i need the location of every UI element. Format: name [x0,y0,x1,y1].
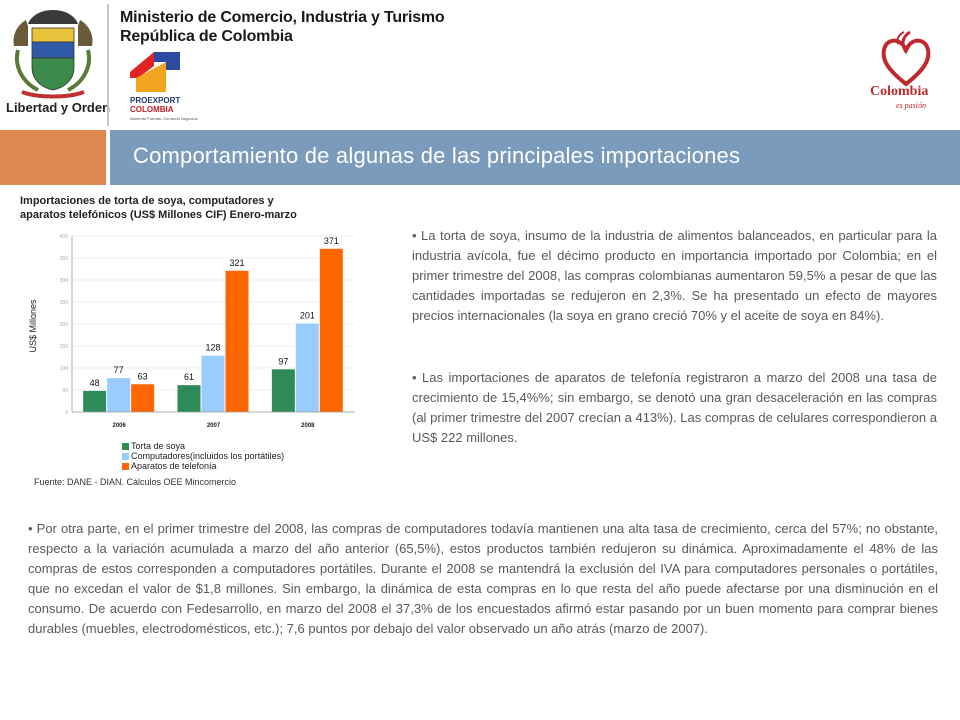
legend-item-telefonia: Aparatos de telefonía [122,461,217,471]
coat-of-arms-motto: Libertad y Orden [6,100,111,115]
bar [295,323,319,412]
legend-swatch-telefonia [122,463,129,471]
bar [319,248,343,412]
imports-bar-chart: 0 50 100 150 200 250 300 350 400 48 77 63 61 128 321 9… [28,234,355,429]
header-divider [107,4,109,126]
data-label: 128 [205,343,220,353]
y-tick-label: 350 [60,256,69,262]
bar [107,378,131,412]
chart-x-ticks: 2006 2007 2008 [112,423,315,429]
legend-label-telefonia: Aparatos de telefonía [131,461,217,471]
y-tick-label: 400 [60,234,69,240]
y-tick-label: 0 [65,410,68,416]
ministry-line-1: Ministerio de Comercio, Industria y Turi… [120,9,445,26]
y-tick-label: 50 [62,388,68,394]
legend-label-soya: Torta de soya [131,441,186,451]
data-label: 61 [184,372,194,382]
x-tick-label: 2007 [207,423,221,429]
slide-title: Comportamiento de algunas de las princip… [133,143,741,168]
bar [271,369,295,412]
title-band-accent [0,130,106,185]
ministry-line-2: República de Colombia [120,28,293,45]
proexport-logo [130,52,180,92]
data-label: 371 [324,236,339,246]
coat-of-arms-logo [13,10,93,99]
paragraph-computadores: • Por otra parte, en el primer trimestre… [28,521,938,636]
bar [201,355,225,412]
bar [225,270,249,412]
proexport-wordmark: PROEXPORT COLOMBIA [130,96,180,114]
y-tick-label: 200 [60,322,69,328]
legend-item-soya: Torta de soya [122,441,185,451]
proexport-name: PROEXPORT [130,96,181,105]
y-axis-label: US$ Millones [28,299,38,353]
chart-y-ticks: 0 50 100 150 200 250 300 350 400 [60,234,69,416]
y-tick-label: 250 [60,300,69,306]
bar [83,390,107,412]
legend-item-computadores: Computadores(incluidos los portátiles) [122,451,284,461]
legend-swatch-soya [122,443,129,451]
proexport-tagline: Abriendo Puertas, Cerrando Negocios [130,116,198,121]
ministry-name: Ministerio de Comercio, Industria y Turi… [120,8,445,46]
x-tick-label: 2008 [301,423,315,429]
y-tick-label: 100 [60,366,69,372]
data-label: 63 [138,371,148,381]
legend-label-computadores: Computadores(incluidos los portátiles) [131,451,285,461]
data-label: 97 [278,356,288,366]
x-tick-label: 2006 [112,423,126,429]
y-tick-label: 300 [60,278,69,284]
data-label: 321 [229,258,244,268]
bar [131,384,155,412]
data-label: 48 [90,378,100,388]
proexport-country: COLOMBIA [130,105,174,114]
chart-title: Importaciones de torta de soya, computad… [20,195,297,221]
data-label: 77 [114,365,124,375]
title-band [110,130,960,185]
chart-data-labels: 48 77 63 61 128 321 97 201 371 [90,236,339,388]
chart-source: Fuente: DANE - DIAN. Cálculos OEE Mincom… [34,477,237,487]
chart-bars [83,248,343,412]
colombia-brand-tagline: es pasión [896,101,926,110]
legend-swatch-computadores [122,453,129,461]
paragraph-telefonia: • Las importaciones de aparatos de telef… [412,370,937,445]
paragraph-torta-soya: • La torta de soya, insumo de la industr… [412,228,937,323]
data-label: 201 [300,311,315,321]
y-tick-label: 150 [60,344,69,350]
colombia-heart-icon [881,30,931,87]
bar [177,385,201,412]
colombia-brand-name: Colombia [870,84,929,99]
